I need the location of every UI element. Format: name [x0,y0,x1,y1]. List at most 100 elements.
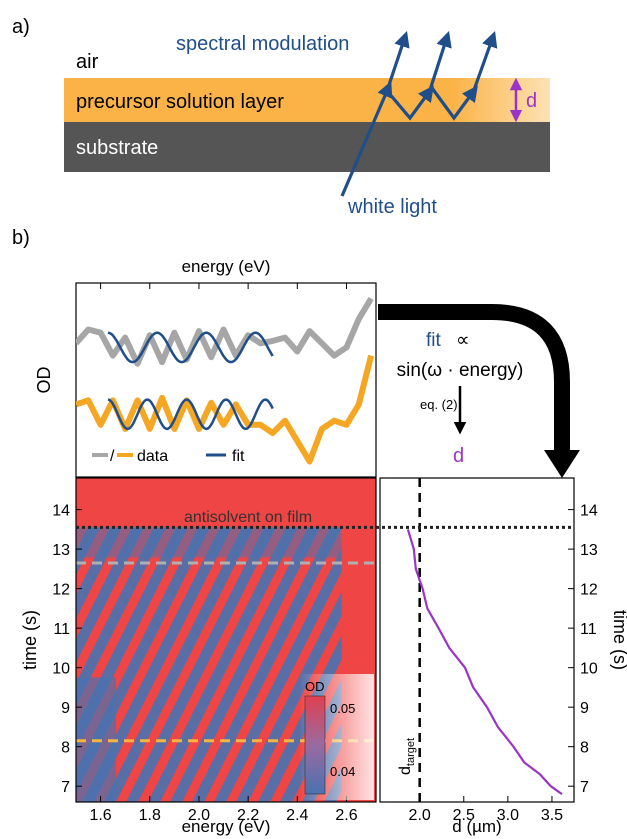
thickness-ylabel: time (s) [610,610,627,670]
d-y-tick-label: 13 [580,542,598,559]
reflected-ray-1 [384,30,410,95]
heatmap-top-region [76,478,376,528]
heatmap-stripe [170,527,320,802]
panel-a: a) air precursor solution layer substrat… [12,16,550,218]
heatmap-stripe [126,527,276,802]
result-d: d [453,445,464,467]
map-y-tick-label: 10 [52,661,70,678]
heatmap-stripe [0,527,12,802]
map-y-tick-label: 8 [61,740,70,757]
heatmap-stripe [104,527,254,802]
panel-b-label: b) [12,227,30,249]
heatmap-stripe [236,527,376,802]
heatmap-stripe [82,527,232,802]
substrate-block [64,122,550,172]
reflected-ray-2 [428,30,452,91]
heatmap-stripe [214,527,364,802]
map-y-tick-label: 11 [53,621,70,638]
heatmap-stripe [76,527,166,707]
antisolvent-label: antisolvent on film [184,509,312,526]
bounce-2 [430,85,478,121]
heatmap-chart: time (s) energy (eV) 1.6 1.8 2.0 2.2 2.4 2.6 7… [0,477,377,836]
d-curve [406,529,563,795]
layer-label: precursor solution layer [76,91,284,113]
colorbar: OD 0.05 0.04 [299,674,374,800]
fit-word: fit [426,330,442,351]
map-x-tick-label: 1.6 [89,807,111,824]
map-x-tick-label: 2.0 [188,807,210,824]
substrate-label: substrate [76,137,158,159]
d-x-tick-label: 3.5 [541,807,563,824]
big-arrow-shaft [378,304,570,452]
spectrum-ylabel: OD [34,366,54,393]
heatmap-stripes [0,478,376,802]
spectrum-chart: OD / data fit [34,282,377,478]
d-x-tick-label: 3.0 [497,807,519,824]
legend-fit-label: fit [232,448,245,465]
map-x-tick-label: 1.8 [139,807,161,824]
heatmap-stripe [76,527,210,795]
heatmap-top-band [76,527,376,558]
bounce-1 [386,85,434,121]
spectrum-legend: / data fit [92,448,245,465]
colorbar-gradient [304,695,326,795]
heatmap-ticks: 1.6 1.8 2.0 2.2 2.4 2.6 7 8 9 10 11 12 13 14 [52,503,358,824]
map-y-tick-label: 9 [61,700,70,717]
air-label: air [76,51,99,73]
heatmap-ylabel: time (s) [20,610,40,670]
d-y-tick-label: 9 [580,700,589,717]
thickness-ticks: 2.0 2.5 3.0 3.5 7 8 9 10 11 12 13 14 [409,503,598,824]
colorbar-min-label: 0.04 [330,764,355,779]
legend-data-label: data [137,448,168,465]
d-y-tick-label: 11 [580,621,597,638]
thickness-chart: 2.0 2.5 3.0 3.5 7 8 9 10 11 12 13 14 time (s) d (µm… [379,477,627,836]
d-y-tick-label: 12 [580,582,598,599]
thickness-lines [406,478,563,802]
d-x-tick-label: 2.0 [409,807,431,824]
fit-formula: sin(ω · energy) [397,360,524,381]
spectrum-frame [75,282,377,478]
light-rays [340,30,498,197]
heatmap-xlabel: energy (eV) [182,817,271,836]
map-y-tick-label: 14 [52,503,70,520]
eq-label: eq. (2) [420,397,458,412]
spectrum-lines [76,296,375,465]
map-x-tick-label: 2.4 [286,807,308,824]
reflected-ray-3 [472,30,498,91]
map-y-tick-label: 13 [52,542,70,559]
fit-bottom-line [107,398,274,431]
map-y-tick-label: 12 [52,582,70,599]
fit-top-line [107,331,274,364]
big-arrow-head [544,450,580,478]
colorbar-title: OD [305,679,325,694]
d-y-tick-label: 7 [580,779,589,796]
heatmap-stripe [148,527,298,802]
heatmap-stripe [192,527,342,802]
colorbar-max-label: 0.05 [330,701,355,716]
white-light-label: white light [347,196,437,218]
d-target-label: dtarget [397,738,417,775]
panel-a-label: a) [12,16,30,38]
thickness-label: d [526,90,537,112]
map-y-tick-label: 7 [61,779,70,796]
d-target-main: d [397,766,414,775]
top-xlabel: energy (eV) [182,257,271,276]
thickness-xlabel: d (µm) [452,817,501,836]
data-gray-line [76,296,374,367]
d-target-sub: target [405,738,417,766]
map-x-tick-label: 2.2 [237,807,259,824]
d-y-tick-label: 8 [580,740,589,757]
map-x-tick-label: 2.6 [335,807,357,824]
d-x-tick-label: 2.5 [453,807,475,824]
d-y-tick-label: 14 [580,503,598,520]
spectral-modulation-label: spectral modulation [176,33,349,55]
d-y-tick-label: 10 [580,661,598,678]
heatmap-body [0,478,376,802]
thickness-frame [379,477,575,803]
heatmap-frame [75,477,377,803]
heatmap-stripe [76,527,144,663]
legend-sep: / [110,448,115,465]
prop-symbol: ∝ [456,330,470,351]
incident-ray [340,81,393,197]
